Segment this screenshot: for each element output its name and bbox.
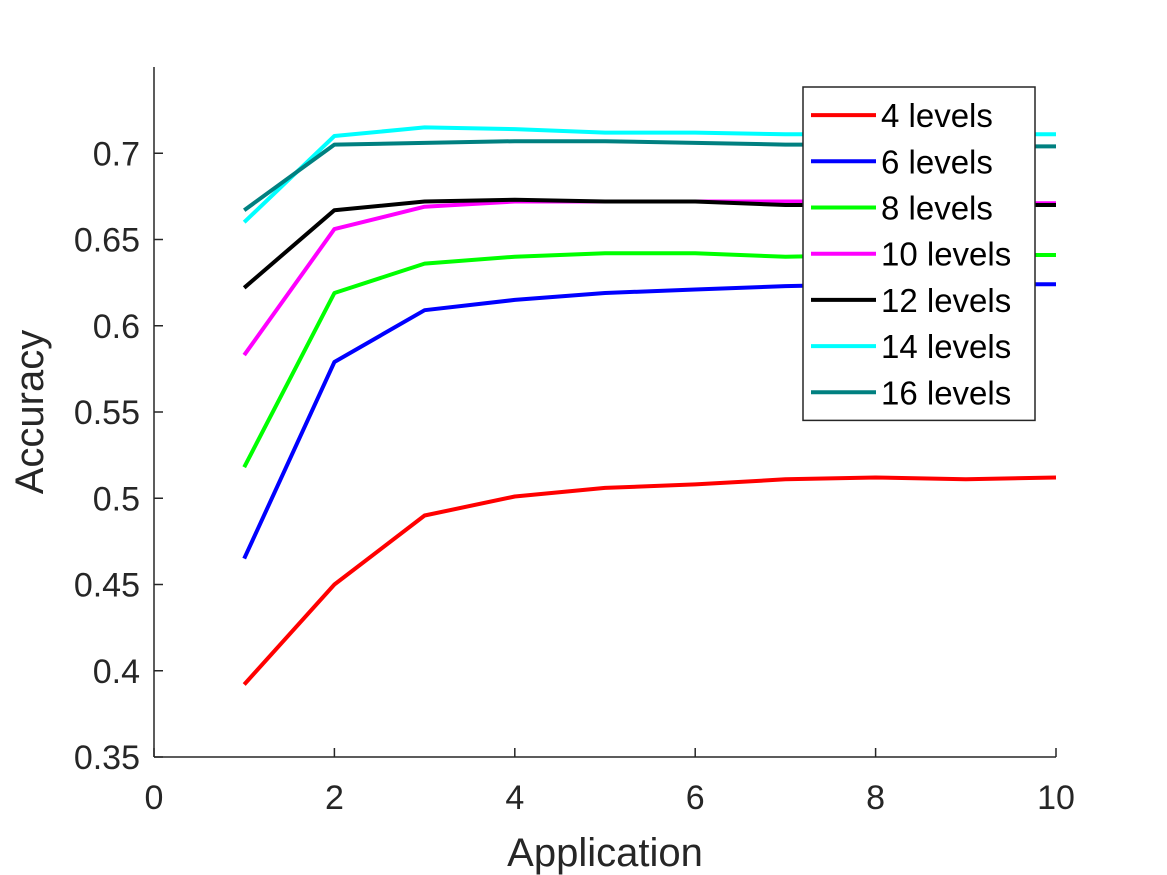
legend: 4 levels 6 levels 8 levels 10 levels 12 leve… (802, 86, 1036, 422)
legend-label-14-levels: 14 levels (881, 328, 1011, 365)
legend-label-12-levels: 12 levels (881, 282, 1011, 319)
legend-label-16-levels: 16 levels (881, 374, 1011, 411)
y-tick-label: 0.5 (93, 480, 140, 518)
y-tick-label: 0.35 (74, 739, 140, 777)
y-tick-label: 0.7 (93, 135, 140, 173)
y-tick-label: 0.6 (93, 308, 140, 346)
legend-items: 4 levels 6 levels 8 levels 10 levels 12 leve… (811, 97, 1011, 411)
y-axis-title: Accuracy (8, 330, 52, 495)
y-tick-label: 0.65 (74, 222, 140, 260)
series-line-4-levels (242, 475, 1057, 686)
y-tick-label: 0.4 (93, 653, 140, 691)
x-tick-label: 0 (145, 779, 164, 817)
ticks-layer: 0 2 4 6 8 10 0.35 0.4 0.45 0.5 0.55 0.6 0.65 0.7 (74, 135, 1075, 817)
x-tick-label: 10 (1037, 779, 1075, 817)
legend-label-4-levels: 4 levels (881, 97, 993, 134)
x-tick-label: 6 (686, 779, 705, 817)
legend-label-8-levels: 8 levels (881, 190, 993, 227)
legend-label-6-levels: 6 levels (881, 143, 993, 180)
x-tick-label: 2 (325, 779, 344, 817)
y-tick-label: 0.45 (74, 567, 140, 605)
y-tick-label: 0.55 (74, 394, 140, 432)
x-axis-title: Application (507, 831, 703, 875)
x-tick-label: 4 (505, 779, 524, 817)
legend-label-10-levels: 10 levels (881, 236, 1011, 273)
x-tick-label: 8 (866, 779, 885, 817)
